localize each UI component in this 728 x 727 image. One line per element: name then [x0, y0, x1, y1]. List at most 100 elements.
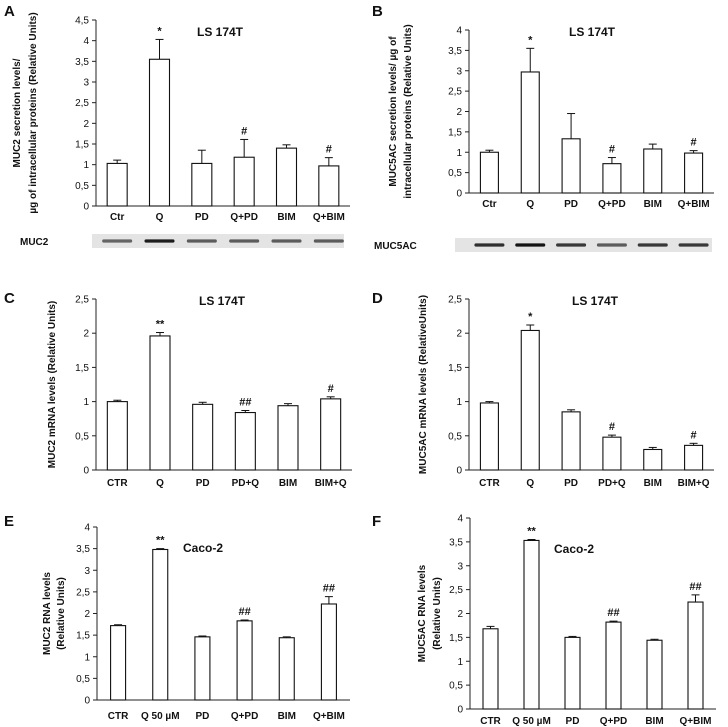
bar	[277, 405, 299, 471]
x-tick-label: Q+BIM	[678, 199, 710, 210]
bar	[561, 138, 581, 194]
y-tick-label: 3	[83, 78, 89, 89]
y-tick-label: 0,5	[449, 681, 463, 692]
y-tick-label: 4	[457, 514, 463, 525]
significance-mark: ##	[239, 396, 251, 408]
bar	[106, 401, 128, 471]
x-tick-label: Q	[156, 478, 164, 489]
y-tick-label: 1,5	[448, 127, 462, 138]
panel-d: D LS 174T MUC5AC mRNA levels (RelativeUnit…	[372, 290, 714, 489]
chart-title: Caco-2	[183, 541, 223, 555]
x-tick-label: Ctr	[482, 199, 497, 210]
y-tick-label: 1	[83, 160, 89, 171]
bar	[148, 58, 171, 207]
y-tick-label: 3	[457, 561, 463, 572]
chart-title: Caco-2	[554, 542, 594, 556]
y-tick-label: 0	[83, 466, 89, 477]
bar	[602, 436, 622, 471]
significance-mark: #	[609, 421, 615, 433]
x-tick-label: Q+BIM	[313, 212, 345, 223]
bar	[684, 444, 704, 471]
bar	[687, 601, 704, 710]
y-tick-label: 3,5	[448, 46, 462, 57]
x-tick-label: CTR	[107, 478, 128, 489]
y-tick-label: 3,5	[76, 544, 90, 555]
x-tick-label: Q	[156, 212, 164, 223]
x-tick-label: PD	[566, 716, 580, 727]
y-tick-label: 2,5	[448, 295, 462, 306]
y-tick-label: 3,5	[449, 537, 463, 548]
y-tick-label: 2,5	[76, 587, 90, 598]
y-axis-label: µg of intracellular proteins (Relative U…	[28, 12, 39, 213]
significance-mark: ##	[607, 607, 619, 619]
bar	[194, 636, 211, 701]
significance-mark: #	[328, 383, 334, 395]
blot-band	[556, 243, 587, 247]
y-tick-label: 4	[84, 523, 90, 534]
x-tick-label: BIM	[644, 478, 662, 489]
significance-mark: **	[156, 319, 165, 331]
blot-band	[637, 243, 668, 247]
bar	[520, 71, 540, 194]
x-tick-label: Q 50 µM	[141, 711, 180, 722]
x-tick-label: BIM	[277, 212, 295, 223]
significance-mark: *	[157, 25, 162, 37]
y-tick-label: 4	[83, 36, 89, 47]
bar	[602, 163, 622, 194]
bar	[275, 147, 298, 207]
chart-title: LS 174T	[572, 294, 619, 308]
y-tick-label: 1	[84, 652, 90, 663]
blot-band	[474, 243, 505, 247]
y-axis-label: MUC5AC secretion levels/ µg of	[388, 36, 399, 187]
y-axis-label: (Relative Units)	[432, 577, 443, 650]
x-tick-label: Ctr	[110, 212, 125, 223]
panel-b: B LS 174T MUC5AC secretion levels/ µg of in…	[372, 3, 714, 252]
x-tick-label: Q+PD	[600, 716, 628, 727]
x-tick-label: BIM	[278, 711, 296, 722]
y-tick-label: 1	[457, 657, 463, 668]
y-tick-label: 2,5	[75, 98, 89, 109]
y-axis-label: MUC5AC mRNA levels (RelativeUnits)	[418, 295, 429, 474]
panel-e: E Caco-2 MUC2 RNA levels (Relative Units) 0 0…	[4, 513, 350, 722]
x-tick-label: PD	[195, 212, 209, 223]
significance-mark: #	[691, 137, 697, 149]
x-tick-label: CTR	[108, 711, 129, 722]
y-tick-label: 2	[457, 609, 463, 620]
y-axis-label: (Relative Units)	[56, 577, 67, 650]
significance-mark: #	[691, 429, 697, 441]
bar	[278, 637, 295, 701]
y-tick-label: 0,5	[448, 168, 462, 179]
y-tick-label: 1,5	[76, 631, 90, 642]
blot-band	[102, 239, 133, 243]
x-tick-label: BIM+Q	[315, 478, 347, 489]
bar	[318, 165, 340, 207]
y-tick-label: 0	[456, 466, 462, 477]
blot-label: MUC2	[20, 237, 49, 248]
bar	[564, 636, 581, 710]
y-tick-label: 0	[457, 705, 463, 716]
y-tick-label: 0	[84, 696, 90, 707]
bar	[482, 628, 499, 710]
x-tick-label: Q+PD	[231, 711, 259, 722]
significance-mark: ##	[323, 583, 335, 595]
y-axis-label: intracellular proteins (Relative Units)	[403, 24, 414, 199]
x-tick-label: Q+PD	[230, 212, 258, 223]
bar	[646, 639, 663, 710]
y-tick-label: 3	[84, 566, 90, 577]
blot-strip	[92, 234, 344, 248]
blot-band	[678, 243, 709, 247]
bar	[191, 162, 213, 207]
x-tick-label: BIM	[279, 478, 297, 489]
blot-band	[229, 239, 260, 243]
bar	[320, 603, 337, 701]
x-tick-label: Q	[526, 478, 534, 489]
bar	[479, 151, 499, 194]
bar	[233, 156, 255, 207]
x-tick-label: CTR	[479, 478, 500, 489]
x-tick-label: Q+PD	[598, 199, 626, 210]
y-tick-label: 4	[456, 26, 462, 37]
panel-a: A LS 174T MUC2 secretion levels/µg of intr…	[4, 3, 350, 248]
bar	[192, 403, 214, 471]
y-tick-label: 1	[456, 148, 462, 159]
bar	[561, 411, 581, 471]
